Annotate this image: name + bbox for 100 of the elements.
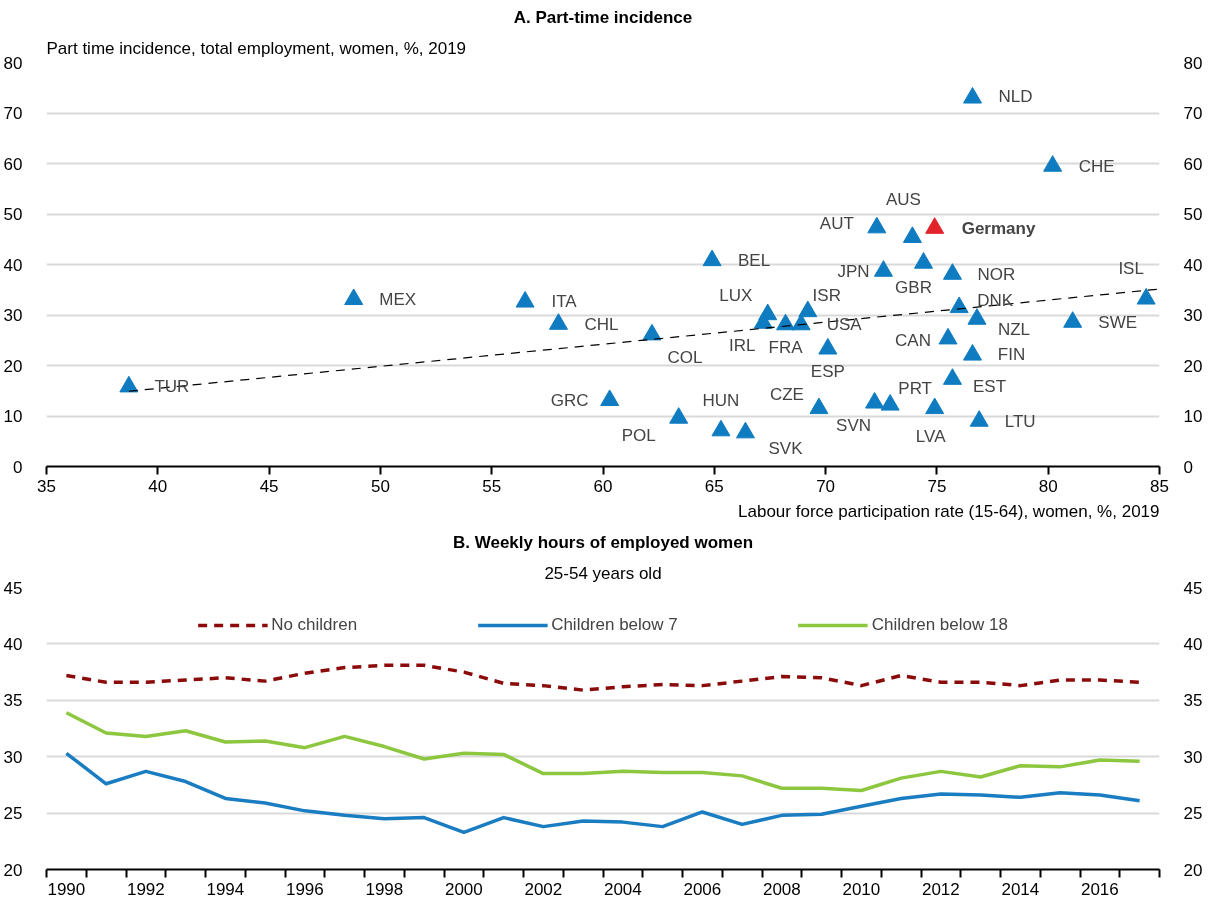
y-tick-label: 80 — [3, 53, 23, 73]
point — [798, 300, 818, 318]
annotation: GRC — [550, 390, 589, 410]
x-tick-label: 60 — [593, 476, 613, 496]
x-tick-label: 85 — [1150, 476, 1169, 496]
point — [949, 296, 969, 314]
annotation: NLD — [998, 87, 1033, 107]
point — [548, 313, 568, 330]
point — [914, 252, 934, 269]
annotation: MEX — [379, 289, 417, 309]
annotation: SWE — [1098, 312, 1138, 332]
chart-title: A. Part-time incidence — [513, 7, 693, 27]
annotation: USA — [826, 315, 863, 335]
annotation: SVN — [836, 416, 872, 436]
legend-label: Children below 18 — [871, 615, 1008, 635]
y2-tick-label: 40 — [1183, 634, 1203, 654]
line-series — [64, 751, 1142, 835]
point — [925, 217, 945, 234]
point — [963, 86, 983, 104]
point — [873, 260, 893, 277]
annotation: EST — [972, 376, 1007, 396]
y-tick-label: 40 — [3, 634, 23, 654]
x-tick-label: 2006 — [683, 879, 722, 899]
annotation: PRT — [898, 379, 933, 399]
x-axis-title: Labour force participation rate (15-64), women, %, 2019 — [738, 501, 1160, 521]
x-tick-label: 2002 — [524, 879, 563, 899]
y2-tick-label: 20 — [1183, 356, 1203, 376]
point — [942, 263, 962, 280]
annotation: SVK — [768, 439, 804, 459]
point — [969, 410, 989, 427]
y2-tick-label: 40 — [1183, 255, 1203, 275]
legend-label: No children — [271, 615, 358, 635]
x-tick-label: 1994 — [206, 879, 245, 899]
annotation: DNK — [977, 290, 1014, 310]
y-tick-label: 40 — [3, 255, 23, 275]
annotation: AUS — [885, 189, 921, 209]
annotation: AUT — [819, 214, 854, 234]
x-tick-label: 1996 — [285, 879, 324, 899]
y-tick-label: 50 — [3, 205, 23, 224]
annotation: LUX — [719, 285, 753, 305]
point — [967, 308, 987, 325]
x-tick-label: 50 — [370, 476, 390, 496]
x-tick-label: 1990 — [47, 879, 86, 899]
chart-title: B. Weekly hours of employed women — [452, 532, 754, 552]
y-tick-label: 30 — [3, 306, 23, 325]
y2-tick-label: 60 — [1183, 154, 1203, 174]
y2-tick-label: 30 — [1183, 306, 1203, 325]
point — [515, 290, 535, 308]
x-tick-label: 65 — [704, 476, 724, 496]
annotation: ISL — [1118, 259, 1144, 279]
y-tick-label: 0 — [13, 457, 23, 477]
annotation: ITA — [551, 292, 578, 312]
point — [669, 407, 689, 424]
point — [642, 323, 662, 341]
point — [735, 421, 755, 439]
annotation: FRA — [768, 338, 804, 358]
line-series — [64, 710, 1142, 793]
annotation: JPN — [837, 261, 870, 281]
point — [702, 249, 722, 267]
annotation: TUR — [154, 377, 190, 397]
x-tick-label: 75 — [927, 476, 947, 496]
x-tick-label: 2004 — [603, 879, 642, 899]
y2-tick-label: 25 — [1183, 804, 1203, 824]
annotation: LTU — [1004, 411, 1036, 431]
point — [925, 397, 945, 415]
point — [902, 226, 922, 243]
x-tick-label: 1998 — [365, 879, 404, 899]
x-tick-label: 70 — [816, 476, 836, 496]
y-tick-label: 25 — [3, 804, 23, 824]
x-tick-label: 1992 — [126, 879, 165, 899]
series-label: Germany — [961, 218, 1036, 238]
x-tick-label: 2014 — [1001, 879, 1040, 899]
annotation: NOR — [977, 264, 1016, 284]
point — [600, 389, 620, 407]
annotation: IRL — [729, 335, 756, 355]
point — [867, 216, 887, 234]
annotation: LVA — [915, 426, 947, 446]
point — [1063, 311, 1083, 328]
annotation: CZE — [769, 384, 804, 404]
x-tick-label: 80 — [1038, 476, 1058, 496]
y-tick-label: 20 — [3, 356, 23, 376]
y-tick-label: 20 — [3, 860, 23, 880]
point — [865, 391, 885, 409]
y-tick-label: 70 — [3, 104, 23, 123]
annotation: CHE — [1078, 156, 1115, 176]
chart-subtitle: 25-54 years old — [544, 563, 662, 583]
y2-tick-label: 0 — [1183, 457, 1193, 477]
x-tick-label: 2010 — [842, 879, 881, 899]
annotation: BEL — [738, 250, 771, 270]
annotation: POL — [621, 425, 656, 445]
point — [818, 337, 838, 355]
annotation: FIN — [997, 345, 1026, 365]
x-tick-label: 35 — [37, 476, 56, 496]
point — [753, 312, 773, 329]
y2-tick-label: 10 — [1183, 407, 1203, 426]
y2-tick-label: 80 — [1183, 53, 1203, 73]
x-tick-label: 2000 — [444, 879, 483, 899]
point — [344, 288, 364, 306]
y2-tick-label: 35 — [1183, 691, 1203, 711]
x-tick-label: 2012 — [921, 879, 960, 899]
